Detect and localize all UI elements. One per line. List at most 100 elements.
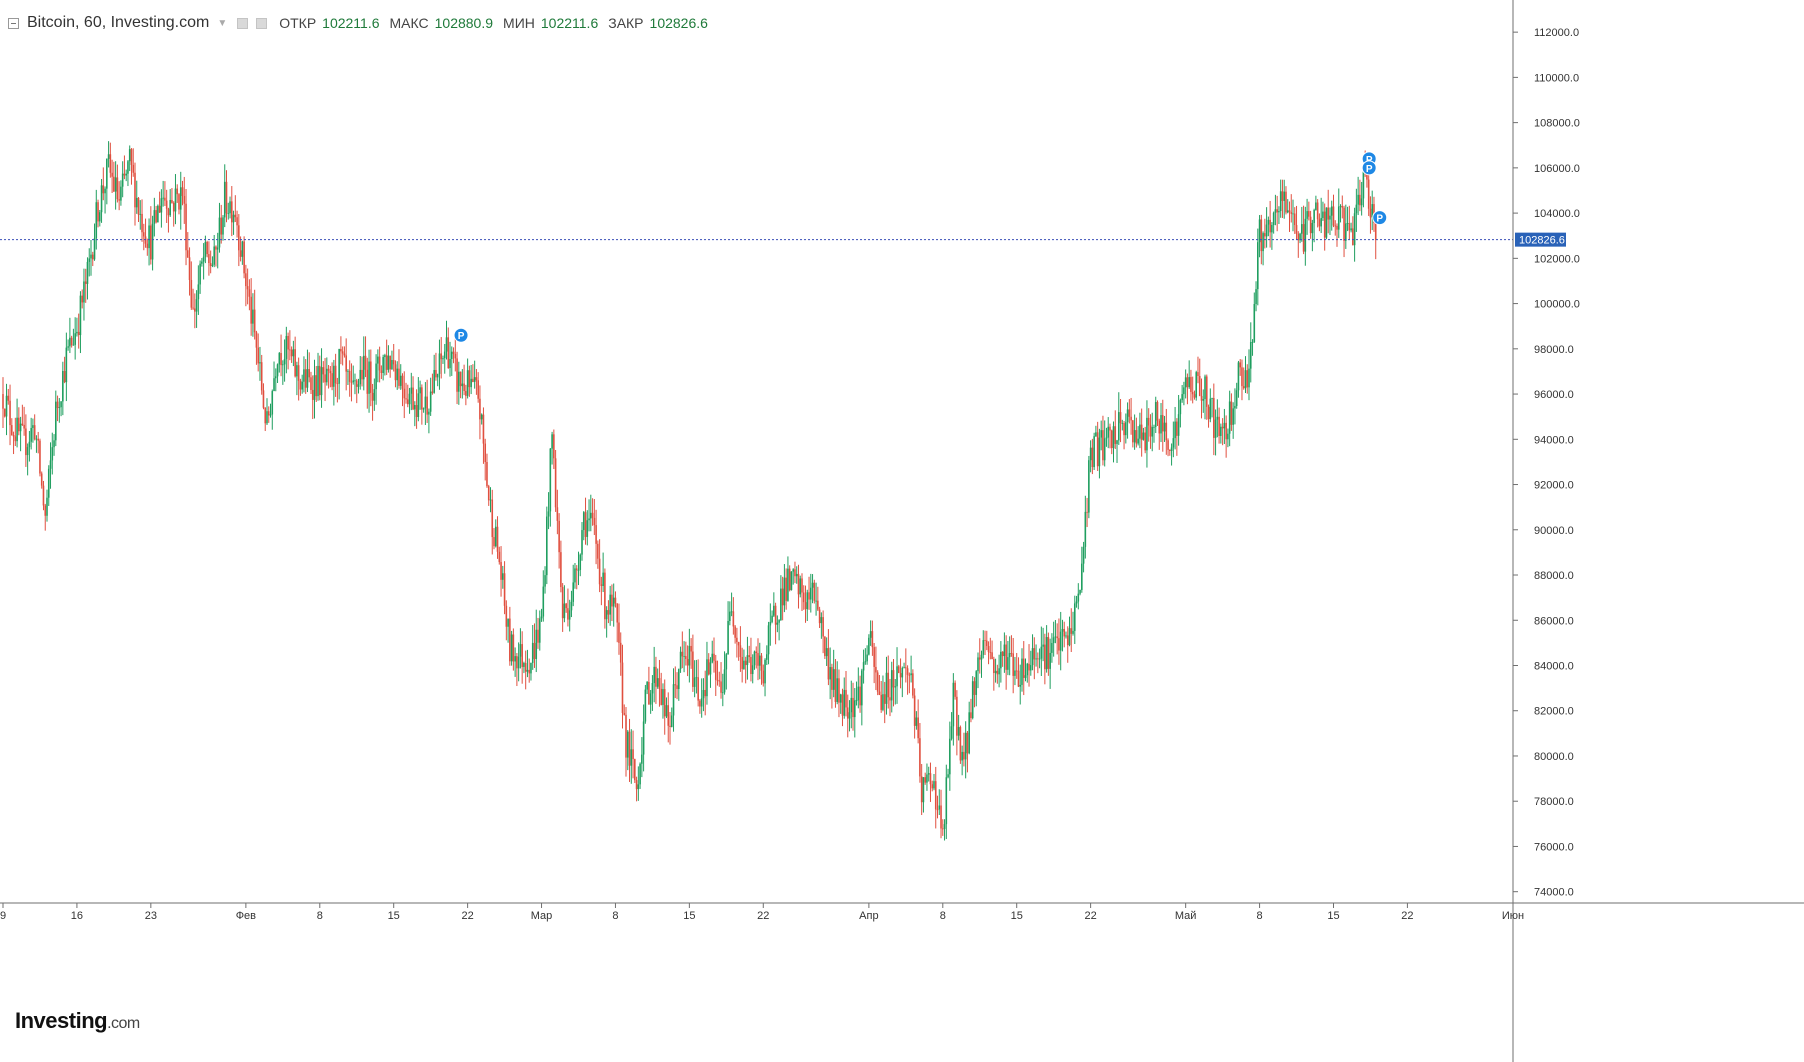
- candle-body: [936, 809, 939, 811]
- candle: [436, 373, 439, 387]
- candle: [644, 684, 647, 724]
- candle: [1081, 546, 1083, 593]
- candle-body: [941, 828, 944, 830]
- candle: [174, 174, 177, 225]
- candle-body: [774, 605, 777, 625]
- x-tick-label: 8: [317, 910, 323, 922]
- candle: [875, 646, 877, 691]
- candle-body: [757, 653, 759, 666]
- event-marker[interactable]: P: [453, 327, 469, 343]
- candle-body: [1037, 658, 1039, 660]
- candle-body: [714, 660, 717, 680]
- candle-body: [1081, 563, 1083, 590]
- candle: [267, 406, 270, 423]
- candle-body: [169, 199, 171, 216]
- candle: [1156, 400, 1159, 426]
- candle-body: [850, 697, 853, 713]
- candle: [790, 571, 793, 591]
- candle: [348, 360, 351, 397]
- candle: [866, 645, 868, 665]
- candle-body: [894, 686, 897, 688]
- candle-body: [11, 425, 13, 436]
- candle-body: [767, 625, 770, 655]
- candle-body: [831, 667, 833, 690]
- candle-body: [102, 185, 105, 194]
- candle: [1269, 200, 1271, 248]
- candle: [912, 669, 914, 699]
- candle-body: [1213, 398, 1215, 438]
- candle: [526, 649, 529, 678]
- candle-body: [248, 289, 251, 297]
- collapse-icon[interactable]: [8, 17, 19, 29]
- candle: [1244, 356, 1247, 394]
- candle: [424, 382, 427, 425]
- close-label: ЗАКР: [608, 15, 644, 31]
- candle-body: [762, 670, 765, 684]
- candle-body: [271, 391, 274, 415]
- settings-icon[interactable]: [237, 17, 249, 29]
- candle: [720, 662, 722, 699]
- candle-body: [910, 673, 912, 676]
- candle: [289, 330, 291, 361]
- candle: [60, 401, 62, 417]
- candle-body: [1098, 437, 1101, 467]
- candle-body: [1350, 228, 1352, 231]
- close-icon[interactable]: [256, 17, 268, 29]
- candle-body: [806, 592, 809, 610]
- candle: [14, 417, 17, 447]
- candle-body: [246, 286, 249, 290]
- candle-body: [1195, 372, 1198, 398]
- candle: [987, 641, 990, 665]
- candle: [915, 711, 918, 730]
- candle-body: [883, 694, 886, 704]
- candle-body: [1165, 422, 1168, 441]
- candle: [922, 777, 925, 813]
- candle: [190, 261, 193, 310]
- investing-logo[interactable]: Investing.com: [15, 1008, 140, 1034]
- candle: [905, 648, 907, 683]
- x-tick-label: Май: [1175, 910, 1197, 922]
- candle-body: [185, 203, 187, 251]
- candle: [1133, 414, 1136, 450]
- candle: [672, 668, 675, 732]
- candle-body: [741, 656, 743, 669]
- candle: [1230, 393, 1233, 431]
- candle-body: [250, 296, 252, 324]
- candle-body: [361, 369, 363, 380]
- candle-body: [480, 414, 483, 420]
- candle-body: [259, 362, 261, 364]
- candle: [1105, 427, 1108, 447]
- candle-body: [526, 669, 529, 672]
- candle: [1119, 398, 1122, 443]
- candle: [213, 235, 215, 268]
- event-marker[interactable]: P: [1361, 160, 1377, 176]
- candle: [502, 565, 504, 589]
- candle: [586, 510, 589, 546]
- candle-body: [810, 587, 812, 600]
- candle: [185, 189, 187, 266]
- candle: [553, 429, 555, 470]
- candle: [447, 327, 450, 369]
- chevron-down-icon[interactable]: ▼: [217, 17, 228, 29]
- candle: [1091, 438, 1094, 475]
- candle-body: [1063, 628, 1066, 637]
- candle-body: [1161, 415, 1164, 432]
- candle: [827, 629, 830, 686]
- candle-body: [857, 686, 860, 701]
- candle-body: [553, 434, 555, 459]
- y-tick-label: 82000.0: [1534, 706, 1574, 718]
- event-marker[interactable]: P: [1372, 210, 1388, 226]
- candle-body: [1146, 417, 1148, 451]
- candle-body: [605, 610, 608, 620]
- candle-body: [1082, 546, 1085, 564]
- open-value: 102211.6: [322, 15, 380, 31]
- candle: [412, 376, 414, 411]
- candle: [704, 670, 706, 716]
- y-tick-label: 88000.0: [1534, 570, 1574, 582]
- close-value: 102826.6: [649, 15, 708, 31]
- candle-body: [1100, 430, 1102, 438]
- high-value: 102880.9: [434, 15, 494, 31]
- candle: [1355, 188, 1358, 232]
- candle: [377, 349, 379, 383]
